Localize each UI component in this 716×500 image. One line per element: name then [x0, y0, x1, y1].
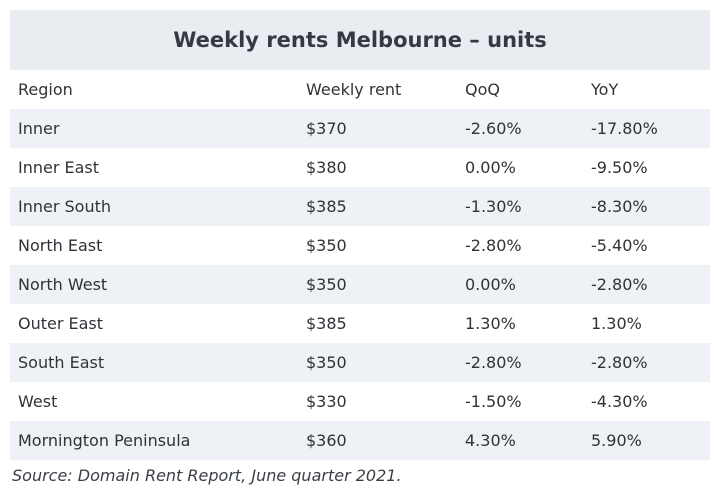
table-cell: $385 [298, 187, 457, 226]
table-body: Inner $370 -2.60% -17.80% Inner East $380 0.00… [10, 109, 710, 460]
table-cell: -2.60% [457, 109, 583, 148]
table-cell: 0.00% [457, 265, 583, 304]
table-row: North West $350 0.00% -2.80% [10, 265, 710, 304]
table-row: Inner $370 -2.60% -17.80% [10, 109, 710, 148]
table-cell: South East [10, 343, 298, 382]
table-row: Mornington Peninsula $360 4.30% 5.90% [10, 421, 710, 460]
table-cell: Inner [10, 109, 298, 148]
source-note: Source: Domain Rent Report, June quarter… [12, 466, 402, 485]
rent-table-card: Weekly rents Melbourne – units Region Wee… [10, 10, 710, 460]
table-row: Inner East $380 0.00% -9.50% [10, 148, 710, 187]
table-cell: Outer East [18, 314, 104, 333]
table-cell: $380 [306, 158, 347, 177]
table-row: West $330 -1.50% -4.30% [10, 382, 710, 421]
header-cell: Region [18, 80, 73, 99]
table-cell: -2.80% [583, 265, 710, 304]
header-cell: Weekly rent [306, 80, 402, 99]
table-cell: -2.80% [583, 343, 710, 382]
table-title: Weekly rents Melbourne – units [10, 10, 710, 70]
table-cell: North West [10, 265, 298, 304]
table-cell: $330 [306, 392, 347, 411]
table-cell: $360 [298, 421, 457, 460]
table-cell: -17.80% [583, 109, 710, 148]
table-cell: 5.90% [583, 421, 710, 460]
table-cell: -1.50% [465, 392, 522, 411]
table-cell: $350 [298, 265, 457, 304]
table-cell: $370 [298, 109, 457, 148]
table-cell: $350 [298, 343, 457, 382]
table-cell: 1.30% [591, 314, 642, 333]
table-cell: -1.30% [457, 187, 583, 226]
table-row: Outer East $385 1.30% 1.30% [10, 304, 710, 343]
table-row: Inner South $385 -1.30% -8.30% [10, 187, 710, 226]
table-cell: -9.50% [591, 158, 648, 177]
table-row: South East $350 -2.80% -2.80% [10, 343, 710, 382]
header-row: Region Weekly rent QoQ YoY [10, 70, 710, 109]
table-cell: West [18, 392, 58, 411]
table-cell: -2.80% [457, 343, 583, 382]
table-cell: -8.30% [583, 187, 710, 226]
table-cell: Inner East [18, 158, 100, 177]
table-row: North East $350 -2.80% -5.40% [10, 226, 710, 265]
table-cell: $385 [306, 314, 347, 333]
header-cell: QoQ [465, 80, 500, 99]
table-cell: -2.80% [465, 236, 522, 255]
header-cell: YoY [591, 80, 619, 99]
rent-table: Region Weekly rent QoQ YoY Inner $370 -2.60% -… [10, 70, 710, 460]
table-cell: $350 [306, 236, 347, 255]
table-cell: 1.30% [465, 314, 516, 333]
table-cell: Inner South [10, 187, 298, 226]
table-cell: 0.00% [465, 158, 516, 177]
table-cell: -5.40% [591, 236, 648, 255]
table-cell: Mornington Peninsula [10, 421, 298, 460]
table-cell: -4.30% [591, 392, 648, 411]
table-cell: North East [18, 236, 103, 255]
table-cell: 4.30% [457, 421, 583, 460]
